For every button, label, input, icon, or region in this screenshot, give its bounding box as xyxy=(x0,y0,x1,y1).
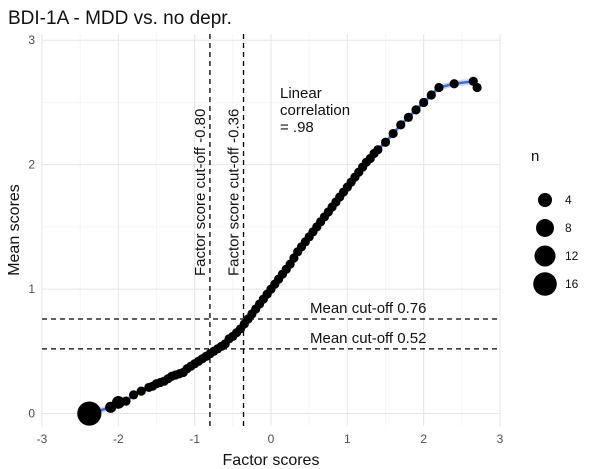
data-point xyxy=(434,82,444,93)
data-point xyxy=(449,79,459,89)
data-point xyxy=(419,97,429,108)
legend-key xyxy=(536,219,554,237)
reference-lines: Factor score cut-off -0.80 Factor score c… xyxy=(42,34,500,426)
size-legend: n 4 8 12 16 xyxy=(531,148,579,296)
legend-title: n xyxy=(531,148,539,165)
legend-key xyxy=(533,272,557,296)
data-point xyxy=(77,401,102,426)
factor-cutoff-label: Factor score cut-off -0.80 xyxy=(192,109,209,276)
data-point xyxy=(373,145,383,155)
correlation-annotation: Linear correlation = .98 xyxy=(280,85,350,136)
data-point xyxy=(111,395,125,409)
mean-cutoff-label: Mean cut-off 0.76 xyxy=(310,300,426,317)
y-tick-label: 1 xyxy=(28,282,35,296)
legend-key xyxy=(534,245,556,267)
x-tick-label: 3 xyxy=(497,432,504,446)
data-points xyxy=(77,76,482,426)
legend-label: 16 xyxy=(565,277,579,291)
x-tick-label: 2 xyxy=(420,432,427,446)
data-point xyxy=(136,386,146,396)
y-axis-title: Mean scores xyxy=(6,184,23,276)
legend-label: 8 xyxy=(565,221,572,235)
gridlines xyxy=(41,34,501,426)
y-tick-label: 2 xyxy=(28,158,35,172)
x-tick-label: -1 xyxy=(189,432,200,446)
legend-label: 4 xyxy=(565,193,572,207)
y-tick-label: 0 xyxy=(28,407,35,421)
legend-key xyxy=(538,193,552,207)
x-axis-title: Factor scores xyxy=(223,452,320,469)
y-tick-label: 3 xyxy=(28,33,35,47)
data-point xyxy=(121,396,131,406)
x-tick-label: 1 xyxy=(344,432,351,446)
data-point xyxy=(396,120,406,130)
chart-title: BDI-1A - MDD vs. no depr. xyxy=(8,8,232,29)
data-point xyxy=(129,390,139,400)
data-point xyxy=(472,82,482,93)
data-point xyxy=(403,112,413,122)
annotation-line: correlation xyxy=(280,102,350,119)
x-tick-label: -2 xyxy=(113,432,124,446)
data-point xyxy=(411,105,421,115)
x-tick-label: -3 xyxy=(37,432,48,446)
axis-ticks: -3 -2 -1 0 1 2 3 0 1 2 3 xyxy=(28,33,503,446)
x-tick-label: 0 xyxy=(268,432,275,446)
annotation-line: Linear xyxy=(280,85,322,102)
legend-label: 12 xyxy=(565,249,579,263)
annotation-line: = .98 xyxy=(280,119,314,136)
mean-cutoff-label: Mean cut-off 0.52 xyxy=(310,330,426,347)
data-point xyxy=(426,90,436,100)
data-point xyxy=(380,137,391,147)
factor-cutoff-label: Factor score cut-off -0.36 xyxy=(226,109,243,276)
data-point xyxy=(388,128,398,139)
